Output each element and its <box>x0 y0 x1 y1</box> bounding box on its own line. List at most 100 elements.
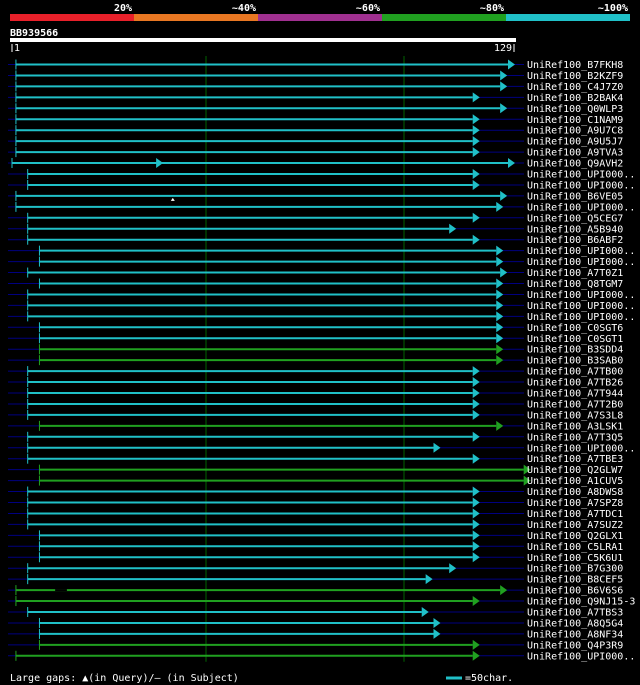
hit-label[interactable]: UniRef100_Q0WLP3 <box>527 104 623 115</box>
hit-label[interactable]: UniRef100_Q2GLX1 <box>527 531 623 542</box>
hit-label[interactable]: UniRef100_A7T2B0 <box>527 399 623 410</box>
hit-row[interactable]: UniRef100_A8DWS8 <box>8 486 623 499</box>
hit-row[interactable]: UniRef100_Q4P3R9 <box>8 639 623 652</box>
hit-row[interactable]: UniRef100_B6ABF2 <box>8 234 623 247</box>
hit-label[interactable]: UniRef100_C5K6U1 <box>527 553 623 564</box>
hit-label[interactable]: UniRef100_B3SDD4 <box>527 345 623 356</box>
hit-label[interactable]: UniRef100_B6ABF2 <box>527 235 623 246</box>
hit-row[interactable]: UniRef100_UPI000.. <box>8 179 635 192</box>
hit-row[interactable]: UniRef100_UPI000.. <box>8 311 635 323</box>
hit-row[interactable]: UniRef100_A7SPZ8 <box>8 497 623 510</box>
hit-row[interactable]: UniRef100_Q5CEG7 <box>8 212 623 225</box>
hit-label[interactable]: UniRef100_A8DWS8 <box>527 487 623 498</box>
hit-label[interactable]: UniRef100_B8CEF5 <box>527 575 623 586</box>
hit-row[interactable]: UniRef100_UPI000.. <box>8 650 635 663</box>
hit-row[interactable]: UniRef100_UPI000.. <box>8 201 635 214</box>
hit-label[interactable]: UniRef100_B2KZF9 <box>527 71 623 82</box>
hit-label[interactable]: UniRef100_C4J7Z0 <box>527 82 623 93</box>
hit-label[interactable]: UniRef100_A3LSK1 <box>527 421 623 432</box>
hit-label[interactable]: UniRef100_A9U5J7 <box>527 137 623 148</box>
hit-row[interactable]: UniRef100_C0SGT1 <box>8 333 623 345</box>
hit-label[interactable]: UniRef100_A7TBS3 <box>527 608 623 619</box>
hit-label[interactable]: UniRef100_A7TB00 <box>527 367 623 378</box>
hit-label[interactable]: UniRef100_A7T944 <box>527 389 623 400</box>
hit-row[interactable]: UniRef100_C0SGT6 <box>8 322 623 334</box>
hit-row[interactable]: UniRef100_A8Q5G4 <box>8 617 623 630</box>
hit-row[interactable]: UniRef100_B3SAB0 <box>8 355 623 367</box>
hit-row[interactable]: UniRef100_B3SDD4 <box>8 344 623 356</box>
hit-label[interactable]: UniRef100_C1NAM9 <box>527 115 623 126</box>
hit-label[interactable]: UniRef100_A9TVA3 <box>527 148 623 159</box>
hit-row[interactable]: UniRef100_A7T2B0 <box>8 398 623 411</box>
hit-row[interactable]: UniRef100_C1NAM9 <box>8 114 623 126</box>
hit-row[interactable]: UniRef100_A7SUZ2 <box>8 519 623 531</box>
hit-row[interactable]: UniRef100_B7FKH8 <box>8 59 623 72</box>
hit-row[interactable]: UniRef100_UPI000.. <box>8 300 635 312</box>
hit-row[interactable]: UniRef100_A7T0Z1 <box>8 267 623 280</box>
hit-row[interactable]: UniRef100_Q8TGM7 <box>8 278 623 291</box>
hit-label[interactable]: UniRef100_Q8TGM7 <box>527 279 623 290</box>
hit-label[interactable]: UniRef100_UPI000.. <box>527 180 635 191</box>
hit-row[interactable]: UniRef100_A7T3Q5 <box>8 431 623 444</box>
hit-label[interactable]: UniRef100_UPI000.. <box>527 290 635 301</box>
hit-row[interactable]: UniRef100_B7G300 <box>8 563 623 575</box>
hit-label[interactable]: UniRef100_A7T0Z1 <box>527 268 623 279</box>
hit-label[interactable]: UniRef100_UPI000.. <box>527 170 635 181</box>
hit-label[interactable]: UniRef100_B2BAK4 <box>527 93 623 104</box>
hit-label[interactable]: UniRef100_A7T3Q5 <box>527 432 623 443</box>
hit-row[interactable]: UniRef100_A1CUV5 <box>8 475 623 488</box>
hit-label[interactable]: UniRef100_B3SAB0 <box>527 356 623 367</box>
hit-label[interactable]: UniRef100_B6VE05 <box>527 191 623 202</box>
hit-label[interactable]: UniRef100_UPI000.. <box>527 443 635 454</box>
hit-label[interactable]: UniRef100_Q9NJ15-3 <box>527 597 635 608</box>
hit-row[interactable]: UniRef100_B2KZF9 <box>8 70 623 82</box>
hit-row[interactable]: UniRef100_A7TDC1 <box>8 508 623 520</box>
hit-row[interactable]: UniRef100_B6VE05 <box>8 190 623 203</box>
hit-label[interactable]: UniRef100_Q4P3R9 <box>527 640 623 651</box>
hit-row[interactable]: UniRef100_A7T944 <box>8 388 623 400</box>
hit-label[interactable]: UniRef100_UPI000.. <box>527 651 635 662</box>
hit-row[interactable]: UniRef100_UPI000.. <box>8 169 635 181</box>
hit-row[interactable]: UniRef100_B8CEF5 <box>8 574 623 586</box>
hit-row[interactable]: UniRef100_Q9AVH2 <box>8 158 623 170</box>
hit-row[interactable]: UniRef100_Q2GLX1 <box>8 530 623 542</box>
hit-row[interactable]: UniRef100_A9TVA3 <box>8 147 623 159</box>
hit-label[interactable]: UniRef100_A1CUV5 <box>527 476 623 487</box>
hit-label[interactable]: UniRef100_Q9AVH2 <box>527 159 623 170</box>
hit-label[interactable]: UniRef100_UPI000.. <box>527 301 635 312</box>
hit-row[interactable]: UniRef100_UPI000.. <box>8 442 635 455</box>
hit-label[interactable]: UniRef100_A7SUZ2 <box>527 520 623 531</box>
hit-label[interactable]: UniRef100_A7TB26 <box>527 378 623 389</box>
hit-row[interactable]: UniRef100_C5K6U1 <box>8 552 623 564</box>
hit-label[interactable]: UniRef100_A7SPZ8 <box>527 498 623 509</box>
hit-row[interactable]: UniRef100_C5LRA1 <box>8 541 623 553</box>
hit-row[interactable]: UniRef100_A8NF34 <box>8 628 623 641</box>
hit-label[interactable]: UniRef100_A8NF34 <box>527 629 623 640</box>
hit-label[interactable]: UniRef100_UPI000.. <box>527 202 635 213</box>
hit-label[interactable]: UniRef100_A5B940 <box>527 224 623 235</box>
hit-row[interactable]: UniRef100_C4J7Z0 <box>8 81 623 93</box>
hit-label[interactable]: UniRef100_B7FKH8 <box>527 60 623 71</box>
hit-row[interactable]: UniRef100_A7TB00 <box>8 366 623 378</box>
hit-label[interactable]: UniRef100_B6V6S6 <box>527 586 623 597</box>
hit-label[interactable]: UniRef100_C0SGT1 <box>527 334 623 345</box>
hit-label[interactable]: UniRef100_UPI000.. <box>527 246 635 257</box>
hit-label[interactable]: UniRef100_C5LRA1 <box>527 542 623 553</box>
hit-label[interactable]: UniRef100_B7G300 <box>527 564 623 575</box>
hit-row[interactable]: UniRef100_B6V6S6 <box>8 585 623 597</box>
hit-row[interactable]: UniRef100_A9U7C8 <box>8 125 623 137</box>
hit-row[interactable]: UniRef100_A5B940 <box>8 223 623 236</box>
hit-row[interactable]: UniRef100_Q9NJ15-3 <box>8 596 635 608</box>
hit-row[interactable]: UniRef100_A7S3L8 <box>8 409 623 422</box>
hit-row[interactable]: UniRef100_A7TBE3 <box>8 453 623 466</box>
hit-row[interactable]: UniRef100_Q2GLW7 <box>8 464 623 477</box>
hit-label[interactable]: UniRef100_C0SGT6 <box>527 323 623 334</box>
hit-row[interactable]: UniRef100_A9U5J7 <box>8 136 623 148</box>
hit-label[interactable]: UniRef100_UPI000.. <box>527 257 635 268</box>
hit-label[interactable]: UniRef100_Q2GLW7 <box>527 465 623 476</box>
hit-row[interactable]: UniRef100_A3LSK1 <box>8 420 623 433</box>
hit-row[interactable]: UniRef100_B2BAK4 <box>8 92 623 104</box>
hit-row[interactable]: UniRef100_A7TBS3 <box>8 607 623 619</box>
hit-row[interactable]: UniRef100_UPI000.. <box>8 256 635 269</box>
hit-row[interactable]: UniRef100_UPI000.. <box>8 289 635 301</box>
